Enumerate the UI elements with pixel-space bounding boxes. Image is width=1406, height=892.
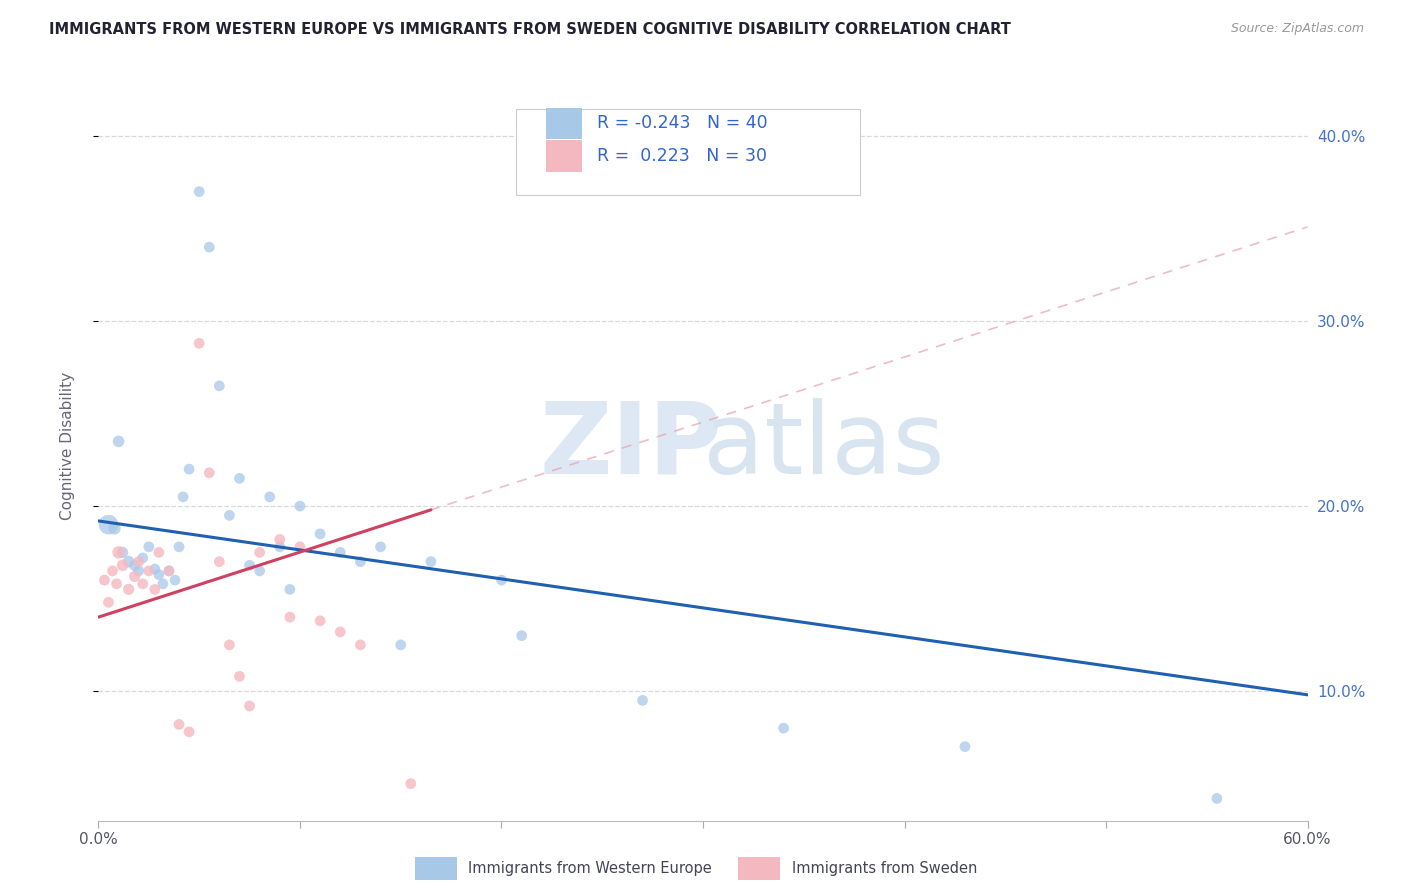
Point bbox=[349, 555, 371, 569]
Point bbox=[288, 499, 311, 513]
Point bbox=[93, 573, 115, 587]
Text: Immigrants from Sweden: Immigrants from Sweden bbox=[792, 862, 977, 876]
Point bbox=[208, 379, 231, 393]
Point bbox=[188, 185, 211, 199]
Point bbox=[218, 638, 240, 652]
Point bbox=[269, 540, 291, 554]
Point bbox=[167, 540, 190, 554]
Text: atlas: atlas bbox=[703, 398, 945, 494]
Text: Source: ZipAtlas.com: Source: ZipAtlas.com bbox=[1230, 22, 1364, 36]
Point bbox=[399, 777, 422, 791]
Point bbox=[152, 577, 174, 591]
Point bbox=[309, 527, 332, 541]
Point bbox=[278, 610, 301, 624]
Point bbox=[103, 521, 125, 535]
Point bbox=[163, 573, 186, 587]
Point bbox=[278, 582, 301, 597]
Point bbox=[329, 545, 352, 559]
Point bbox=[107, 434, 129, 449]
Point bbox=[111, 545, 134, 559]
Point bbox=[118, 555, 141, 569]
Point bbox=[124, 569, 146, 583]
Point bbox=[157, 564, 180, 578]
Point bbox=[138, 540, 160, 554]
Point bbox=[259, 490, 281, 504]
Text: ZIP: ZIP bbox=[538, 398, 721, 494]
Point bbox=[143, 582, 166, 597]
Point bbox=[389, 638, 412, 652]
Point bbox=[179, 724, 201, 739]
Point bbox=[208, 555, 231, 569]
Point bbox=[111, 558, 134, 573]
Point bbox=[138, 564, 160, 578]
Point bbox=[179, 462, 201, 476]
Point bbox=[239, 698, 262, 713]
Point bbox=[97, 595, 120, 609]
Point bbox=[349, 638, 371, 652]
Point bbox=[249, 564, 271, 578]
Point bbox=[772, 721, 794, 735]
Point bbox=[148, 545, 170, 559]
Point bbox=[118, 582, 141, 597]
Point bbox=[148, 567, 170, 582]
Point bbox=[143, 562, 166, 576]
Text: R = -0.243   N = 40: R = -0.243 N = 40 bbox=[596, 114, 768, 132]
Point bbox=[269, 533, 291, 547]
Point bbox=[309, 614, 332, 628]
Point bbox=[288, 540, 311, 554]
Point bbox=[420, 555, 443, 569]
Point bbox=[239, 558, 262, 573]
Point bbox=[167, 717, 190, 731]
Point bbox=[218, 508, 240, 523]
Y-axis label: Cognitive Disability: Cognitive Disability bbox=[60, 372, 75, 520]
Point bbox=[249, 545, 271, 559]
Point bbox=[157, 564, 180, 578]
Point bbox=[228, 471, 250, 485]
Point bbox=[128, 555, 150, 569]
Point bbox=[105, 577, 128, 591]
Point bbox=[132, 550, 155, 565]
Text: IMMIGRANTS FROM WESTERN EUROPE VS IMMIGRANTS FROM SWEDEN COGNITIVE DISABILITY CO: IMMIGRANTS FROM WESTERN EUROPE VS IMMIGR… bbox=[49, 22, 1011, 37]
Text: R =  0.223   N = 30: R = 0.223 N = 30 bbox=[596, 147, 766, 165]
Point bbox=[132, 577, 155, 591]
Point bbox=[101, 564, 124, 578]
Point bbox=[128, 564, 150, 578]
Point bbox=[198, 240, 221, 254]
Point bbox=[198, 466, 221, 480]
Bar bbox=[546, 108, 582, 139]
Point bbox=[97, 517, 120, 532]
Point bbox=[172, 490, 194, 504]
Bar bbox=[546, 140, 582, 172]
Point bbox=[631, 693, 654, 707]
Text: Immigrants from Western Europe: Immigrants from Western Europe bbox=[468, 862, 711, 876]
Point bbox=[953, 739, 976, 754]
Point bbox=[370, 540, 392, 554]
Point bbox=[491, 573, 513, 587]
Point bbox=[188, 336, 211, 351]
Point bbox=[124, 558, 146, 573]
Point bbox=[510, 629, 533, 643]
FancyBboxPatch shape bbox=[516, 109, 860, 195]
Point bbox=[329, 624, 352, 639]
Point bbox=[228, 669, 250, 683]
Point bbox=[107, 545, 129, 559]
Point bbox=[1206, 791, 1229, 805]
